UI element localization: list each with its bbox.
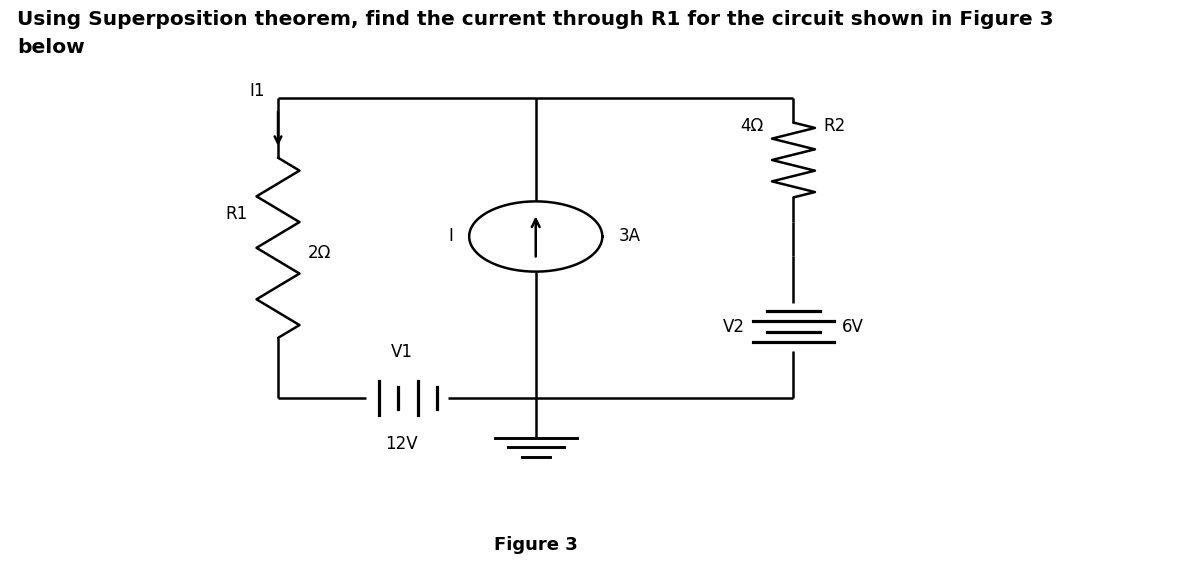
- Text: Using Superposition theorem, find the current through R1 for the circuit shown i: Using Superposition theorem, find the cu…: [17, 10, 1054, 57]
- Text: I1: I1: [250, 82, 265, 101]
- Text: 6V: 6V: [841, 318, 864, 336]
- Text: V2: V2: [724, 318, 745, 336]
- Text: 12V: 12V: [385, 435, 418, 453]
- Text: R2: R2: [823, 117, 846, 135]
- Text: Figure 3: Figure 3: [494, 536, 577, 554]
- Text: I: I: [448, 228, 454, 246]
- Text: 3A: 3A: [618, 228, 641, 246]
- Text: 2Ω: 2Ω: [308, 244, 331, 263]
- Text: 4Ω: 4Ω: [740, 117, 763, 135]
- Text: R1: R1: [226, 205, 248, 223]
- Text: V1: V1: [390, 343, 413, 361]
